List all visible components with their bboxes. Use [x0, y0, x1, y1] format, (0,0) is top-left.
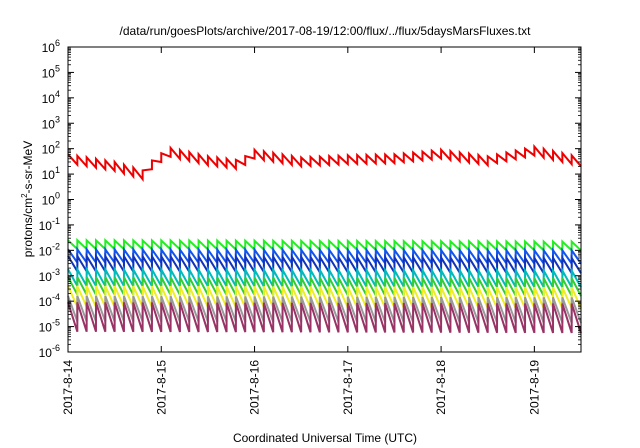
- series-layer: [67, 143, 582, 334]
- series-line-4: [67, 252, 582, 277]
- x-tick-label: 2017-8-14: [61, 360, 75, 415]
- series-line-9: [67, 302, 582, 334]
- series-line-8: [67, 295, 582, 324]
- y-tick-label: 104: [42, 89, 60, 106]
- y-tick-label: 105: [42, 63, 60, 80]
- y-tick-label: 102: [42, 140, 60, 157]
- y-tick-label: 10-1: [39, 216, 60, 233]
- x-axis: 2017-8-14 2017-8-15 2017-8-16 2017-8-17 2017…: [61, 47, 541, 415]
- x-tick-label: 2017-8-18: [434, 360, 448, 415]
- series-line-7: [67, 285, 582, 309]
- y-axis: 10-6 10-5 10-4 10-3 10-2 10-1 100 101 102 103 104 1…: [39, 38, 581, 360]
- x-tick-label: 2017-8-19: [527, 360, 541, 415]
- series-line-5: [67, 265, 582, 292]
- y-tick-label: 101: [42, 165, 60, 182]
- y-tick-label: 10-2: [39, 241, 60, 258]
- chart-title: /data/run/goesPlots/archive/2017-08-19/1…: [120, 24, 532, 38]
- y-tick-label: 100: [42, 191, 60, 208]
- series-line-2: [67, 237, 582, 253]
- y-axis-label-prefix: protons/cm: [21, 198, 35, 257]
- series-line-6: [67, 276, 582, 297]
- y-tick-label: 10-4: [39, 292, 60, 309]
- series-line-3: [67, 246, 582, 267]
- y-axis-label-superscript: 2: [20, 193, 29, 198]
- y-tick-label: 106: [42, 38, 60, 55]
- plot-frame: [67, 46, 582, 353]
- x-tick-label: 2017-8-15: [154, 360, 168, 415]
- x-tick-label: 2017-8-17: [341, 360, 355, 415]
- y-tick-label: 10-5: [39, 318, 60, 335]
- y-tick-label: 10-6: [39, 343, 60, 360]
- y-tick-label: 10-3: [39, 267, 60, 284]
- y-axis-label-suffix: -s-sr-MeV: [21, 141, 35, 194]
- y-axis-label: protons/cm2-s-sr-MeV: [20, 141, 35, 257]
- x-tick-label: 2017-8-16: [248, 360, 262, 415]
- series-line-1: [67, 143, 582, 183]
- y-tick-label: 103: [42, 114, 60, 131]
- x-axis-label: Coordinated Universal Time (UTC): [233, 431, 417, 445]
